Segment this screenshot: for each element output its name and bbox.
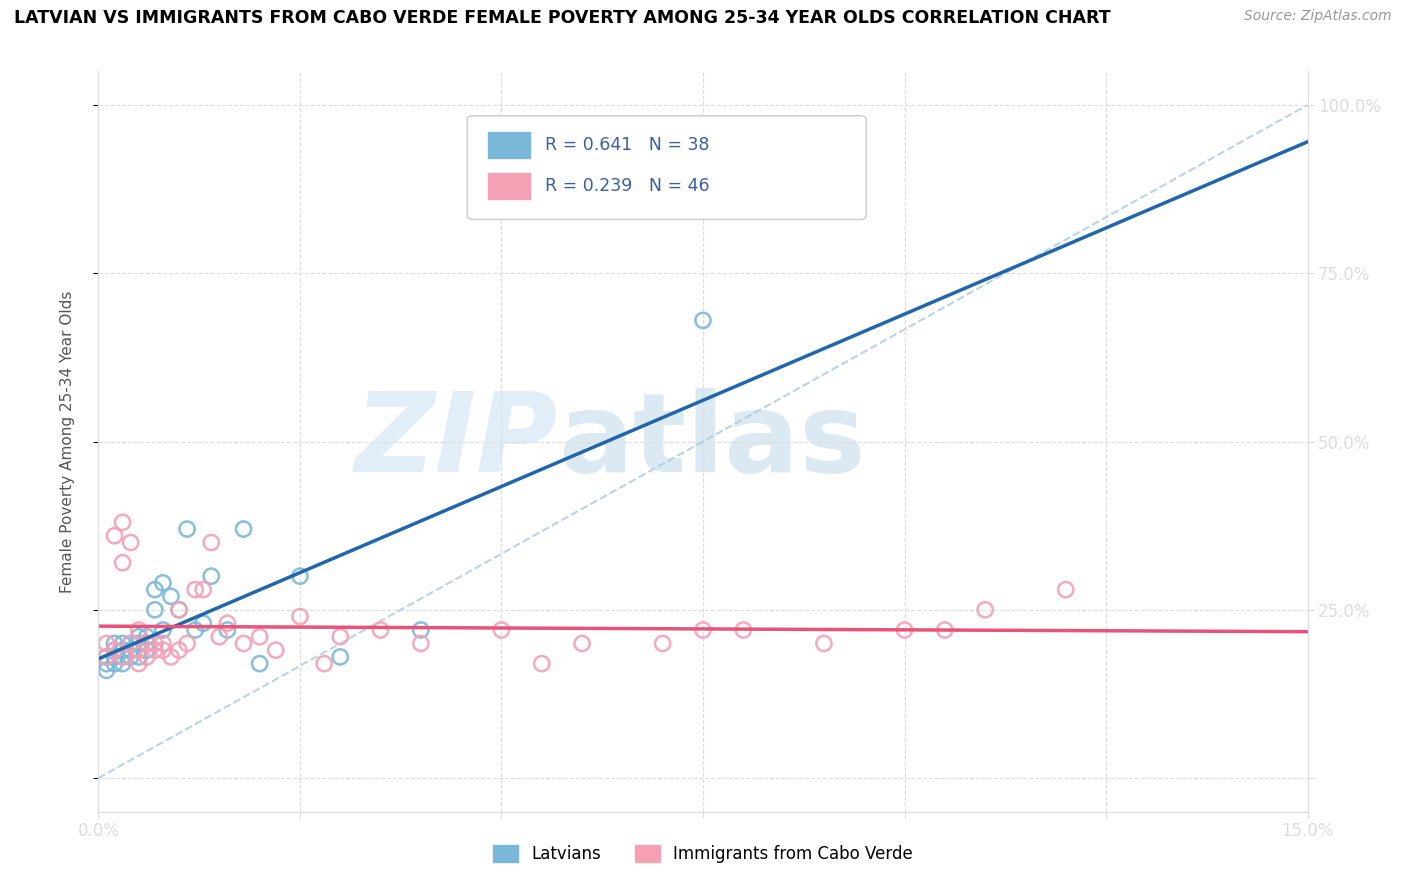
Point <box>96 657 118 671</box>
Point <box>184 582 207 597</box>
Point <box>288 569 311 583</box>
Point <box>128 657 150 671</box>
Point <box>143 582 166 597</box>
Point <box>96 649 118 664</box>
Point <box>217 616 239 631</box>
Point <box>111 657 134 671</box>
Point <box>111 636 134 650</box>
Point <box>152 575 174 590</box>
Point <box>135 630 157 644</box>
Point <box>530 657 553 671</box>
Text: atlas: atlas <box>558 388 865 495</box>
Point <box>232 636 254 650</box>
Point <box>111 649 134 664</box>
Point <box>135 636 157 650</box>
Point <box>176 636 198 650</box>
Point <box>120 649 142 664</box>
Point <box>692 313 714 327</box>
Text: LATVIAN VS IMMIGRANTS FROM CABO VERDE FEMALE POVERTY AMONG 25-34 YEAR OLDS CORRE: LATVIAN VS IMMIGRANTS FROM CABO VERDE FE… <box>14 9 1111 27</box>
Point <box>264 643 287 657</box>
Point <box>103 643 125 657</box>
Point <box>733 623 755 637</box>
Point <box>152 643 174 657</box>
Point <box>184 623 207 637</box>
Point <box>152 623 174 637</box>
Point <box>217 623 239 637</box>
Point <box>491 623 513 637</box>
Point <box>813 636 835 650</box>
Point <box>200 535 222 549</box>
Point <box>571 636 593 650</box>
Point <box>329 649 352 664</box>
Point <box>314 657 336 671</box>
Point <box>135 643 157 657</box>
Point <box>152 636 174 650</box>
Point <box>409 623 432 637</box>
Point <box>120 636 142 650</box>
Point <box>974 603 997 617</box>
Point <box>934 623 956 637</box>
Point <box>167 603 190 617</box>
Point <box>143 636 166 650</box>
Point <box>200 569 222 583</box>
FancyBboxPatch shape <box>467 116 866 219</box>
Point <box>193 582 215 597</box>
Point <box>103 649 125 664</box>
Point <box>893 623 915 637</box>
Point <box>128 643 150 657</box>
Point <box>160 590 183 604</box>
Y-axis label: Female Poverty Among 25-34 Year Olds: Female Poverty Among 25-34 Year Olds <box>60 291 75 592</box>
Text: Source: ZipAtlas.com: Source: ZipAtlas.com <box>1244 9 1392 23</box>
Point <box>111 649 134 664</box>
Text: R = 0.239   N = 46: R = 0.239 N = 46 <box>544 178 709 195</box>
FancyBboxPatch shape <box>488 132 530 159</box>
Point <box>1054 582 1077 597</box>
Point <box>370 623 392 637</box>
Text: ZIP: ZIP <box>354 388 558 495</box>
Point <box>128 649 150 664</box>
Point <box>135 636 157 650</box>
Point <box>96 649 118 664</box>
Point <box>103 657 125 671</box>
Point <box>329 630 352 644</box>
Point <box>143 643 166 657</box>
Point <box>103 636 125 650</box>
Point <box>96 664 118 678</box>
Point <box>128 636 150 650</box>
Point <box>167 643 190 657</box>
Point <box>103 643 125 657</box>
Point <box>249 657 271 671</box>
Point <box>135 649 157 664</box>
Point <box>128 630 150 644</box>
Point <box>249 630 271 644</box>
Point <box>409 636 432 650</box>
Point <box>120 636 142 650</box>
Point <box>193 616 215 631</box>
Legend: Latvians, Immigrants from Cabo Verde: Latvians, Immigrants from Cabo Verde <box>486 838 920 870</box>
Point <box>111 643 134 657</box>
FancyBboxPatch shape <box>488 173 530 199</box>
Point <box>103 529 125 543</box>
Point <box>692 623 714 637</box>
Point <box>176 522 198 536</box>
Point <box>96 636 118 650</box>
Point <box>120 643 142 657</box>
Point <box>288 609 311 624</box>
Text: R = 0.641   N = 38: R = 0.641 N = 38 <box>544 136 709 154</box>
Point <box>111 556 134 570</box>
Point <box>651 636 673 650</box>
Point <box>208 630 231 644</box>
Point <box>160 649 183 664</box>
Point <box>232 522 254 536</box>
Point <box>128 643 150 657</box>
Point <box>111 516 134 530</box>
Point <box>128 623 150 637</box>
Point <box>167 603 190 617</box>
Point <box>120 535 142 549</box>
Point <box>143 603 166 617</box>
